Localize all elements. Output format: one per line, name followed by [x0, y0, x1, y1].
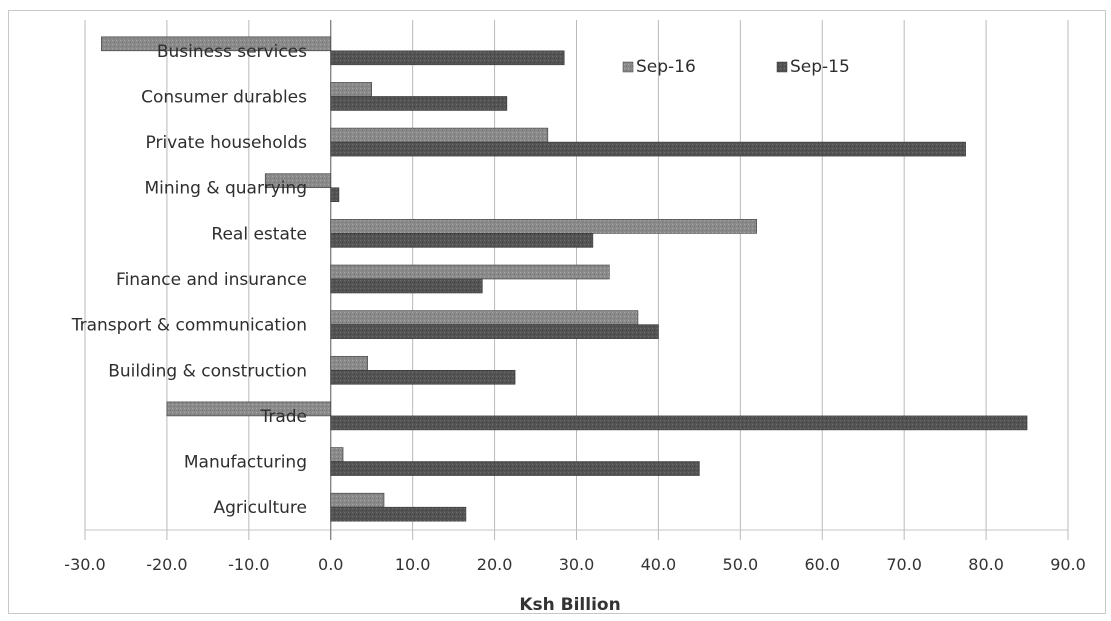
category-label: Transport & communication [71, 316, 307, 336]
legend-swatch [622, 61, 634, 73]
bar-sep16 [101, 36, 332, 52]
bar-sep15 [330, 278, 483, 294]
category-label: Business services [157, 42, 307, 62]
bar-sep15 [330, 415, 1028, 431]
bar-sep15 [330, 50, 565, 66]
bar-sep16 [166, 401, 332, 417]
x-tick-label: -30.0 [64, 555, 105, 574]
bar-sep15 [330, 506, 467, 522]
x-tick-label: 80.0 [968, 555, 1004, 574]
bar-sep15 [330, 187, 340, 203]
category-label: Real estate [211, 224, 307, 244]
legend-swatch [776, 61, 788, 73]
bar-sep16 [330, 82, 373, 97]
bar-sep15 [330, 369, 516, 385]
x-tick-label: 40.0 [641, 555, 677, 574]
x-tick-label: 90.0 [1050, 555, 1086, 574]
x-tick-labels: -30.0 -20.0 -10.0 0.0 10.0 20.0 30.0 40.0 50.0 60… [64, 555, 1086, 574]
x-axis-label: Ksh Billion [519, 595, 620, 615]
bar-sep15 [330, 324, 659, 339]
bar-sep16 [264, 173, 332, 189]
category-labels: Business services Consumer durables Privat… [71, 42, 307, 518]
x-tick-label: 10.0 [395, 555, 431, 574]
x-tick-label: 20.0 [477, 555, 513, 574]
bar-sep15 [330, 233, 594, 248]
x-tick-label: 30.0 [559, 555, 595, 574]
category-label: Manufacturing [184, 453, 307, 473]
bar-sep16 [330, 492, 385, 508]
bar-sep16 [330, 310, 639, 325]
legend-label: Sep-15 [790, 57, 850, 77]
legend-label: Sep-16 [636, 57, 696, 77]
bar-sep16 [330, 447, 344, 462]
bar-sep15 [330, 461, 700, 476]
x-tick-label: 50.0 [723, 555, 759, 574]
category-label: Agriculture [214, 498, 308, 518]
bar-sep16 [330, 127, 549, 143]
chart-frame [8, 10, 1106, 614]
bar-sep16 [330, 355, 368, 371]
bar-sep16 [330, 219, 758, 234]
bar-sep16 [330, 264, 610, 280]
x-tick-label: -20.0 [146, 555, 187, 574]
bar-sep15 [330, 141, 966, 157]
category-label: Consumer durables [141, 87, 307, 107]
category-label: Finance and insurance [116, 270, 307, 290]
x-tick-label: 0.0 [318, 555, 343, 574]
x-tick-label: 60.0 [804, 555, 840, 574]
category-label: Trade [259, 407, 307, 427]
category-label: Private households [146, 133, 308, 153]
category-label: Building & construction [108, 361, 307, 381]
bar-sep15 [330, 96, 508, 111]
legend: Sep-16 Sep-15 [622, 57, 850, 77]
category-label: Mining & quarrying [144, 179, 307, 199]
x-tick-label: -10.0 [228, 555, 269, 574]
bars-layer [101, 36, 1028, 522]
x-tick-label: 70.0 [886, 555, 922, 574]
